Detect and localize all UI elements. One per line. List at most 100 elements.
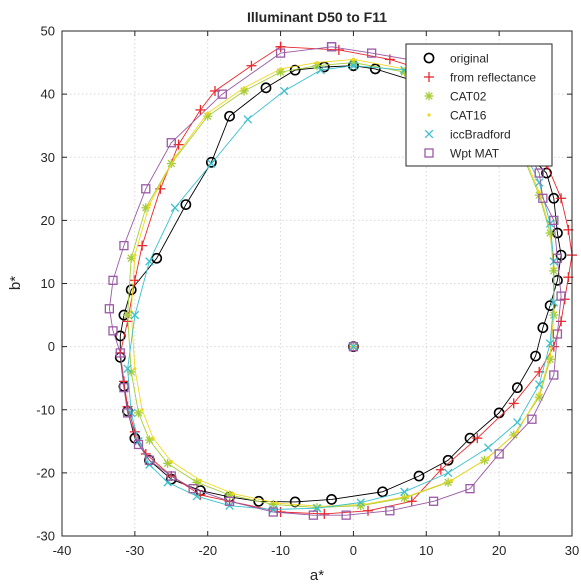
data-point: [349, 61, 358, 70]
marker-shape: [205, 156, 217, 168]
x-tick-label: 0: [350, 543, 357, 558]
data-point: [377, 486, 388, 498]
marker-shape: [349, 58, 358, 67]
legend-marker: [427, 113, 431, 117]
data-point: [483, 443, 493, 452]
legend-label: iccBradford: [450, 128, 511, 142]
marker-shape: [141, 184, 151, 194]
marker-shape: [130, 310, 140, 320]
data-point: [289, 496, 301, 508]
data-point: [144, 455, 155, 465]
data-point: [494, 449, 504, 459]
data-point: [137, 240, 148, 251]
data-point: [326, 493, 337, 505]
marker-shape: [119, 383, 129, 393]
center-point: [348, 341, 359, 352]
y-tick-label: -30: [36, 529, 55, 544]
marker-shape: [366, 48, 377, 58]
data-point: [242, 86, 246, 90]
data-point: [556, 193, 567, 204]
marker-shape: [203, 112, 212, 120]
legend-marker: [424, 129, 434, 139]
marker-shape: [548, 354, 552, 358]
marker-shape: [133, 439, 144, 450]
data-point: [544, 300, 556, 311]
data-point: [356, 498, 365, 507]
data-point: [224, 110, 235, 122]
data-point: [400, 487, 409, 497]
x-axis-label: a*: [310, 567, 324, 584]
marker-shape: [275, 48, 286, 58]
marker-shape: [349, 342, 358, 351]
data-point: [134, 408, 143, 418]
marker-shape: [115, 348, 125, 358]
marker-shape: [114, 330, 126, 342]
marker-shape: [494, 449, 504, 459]
marker-shape: [224, 496, 235, 506]
data-point: [192, 491, 202, 501]
y-tick-label: 20: [41, 213, 55, 228]
data-point: [556, 291, 566, 301]
legend-entry: CAT16: [427, 109, 487, 123]
marker-shape: [243, 115, 253, 124]
marker-shape: [231, 492, 235, 496]
data-point: [147, 202, 152, 207]
center-point-group: [348, 341, 359, 353]
data-point: [319, 508, 330, 519]
data-point: [151, 436, 155, 440]
data-point: [552, 274, 563, 286]
marker-shape: [125, 284, 137, 296]
marker-shape: [351, 57, 356, 62]
legend-entry: Wpt MAT: [424, 147, 500, 161]
data-point: [141, 184, 151, 194]
marker-shape: [442, 454, 454, 466]
marker-shape: [316, 65, 325, 75]
marker-shape: [428, 496, 439, 506]
data-point: [224, 496, 235, 506]
data-point: [195, 104, 206, 115]
marker-shape: [144, 455, 155, 465]
marker-shape: [544, 300, 556, 311]
data-point: [166, 138, 176, 148]
marker-shape: [269, 505, 278, 514]
marker-shape: [513, 418, 522, 427]
y-tick-label: 0: [48, 339, 55, 354]
data-point: [180, 199, 192, 210]
marker-shape: [556, 291, 566, 301]
data-point: [198, 478, 203, 483]
data-point: [108, 275, 118, 285]
marker-shape: [527, 414, 537, 424]
marker-shape: [545, 339, 555, 348]
legend-marker: [424, 91, 434, 101]
data-point: [442, 454, 454, 466]
data-point: [545, 339, 555, 348]
marker-shape: [369, 63, 381, 75]
y-axis-label: b*: [7, 276, 24, 290]
marker-shape: [275, 501, 279, 505]
x-tick-label: 20: [492, 543, 506, 558]
legend-marker: [424, 148, 434, 158]
data-point: [385, 506, 395, 516]
data-point: [114, 330, 126, 342]
marker-shape: [242, 86, 246, 90]
data-point: [129, 275, 140, 286]
marker-shape: [537, 392, 541, 396]
x-tick-label: -40: [53, 543, 72, 558]
marker-shape: [207, 159, 216, 168]
marker-shape: [313, 61, 321, 70]
marker-shape: [450, 478, 454, 483]
marker-shape: [166, 138, 176, 148]
marker-shape: [511, 382, 523, 394]
marker-shape: [119, 240, 129, 251]
data-point: [534, 178, 544, 187]
data-point: [206, 111, 210, 115]
marker-shape: [534, 380, 544, 389]
data-point: [316, 65, 325, 75]
marker-shape: [549, 215, 559, 226]
data-point: [133, 367, 137, 371]
marker-shape: [530, 350, 541, 362]
legend-entry: original: [423, 52, 489, 66]
marker-shape: [427, 113, 431, 117]
marker-shape: [400, 487, 409, 497]
marker-shape: [549, 370, 559, 380]
